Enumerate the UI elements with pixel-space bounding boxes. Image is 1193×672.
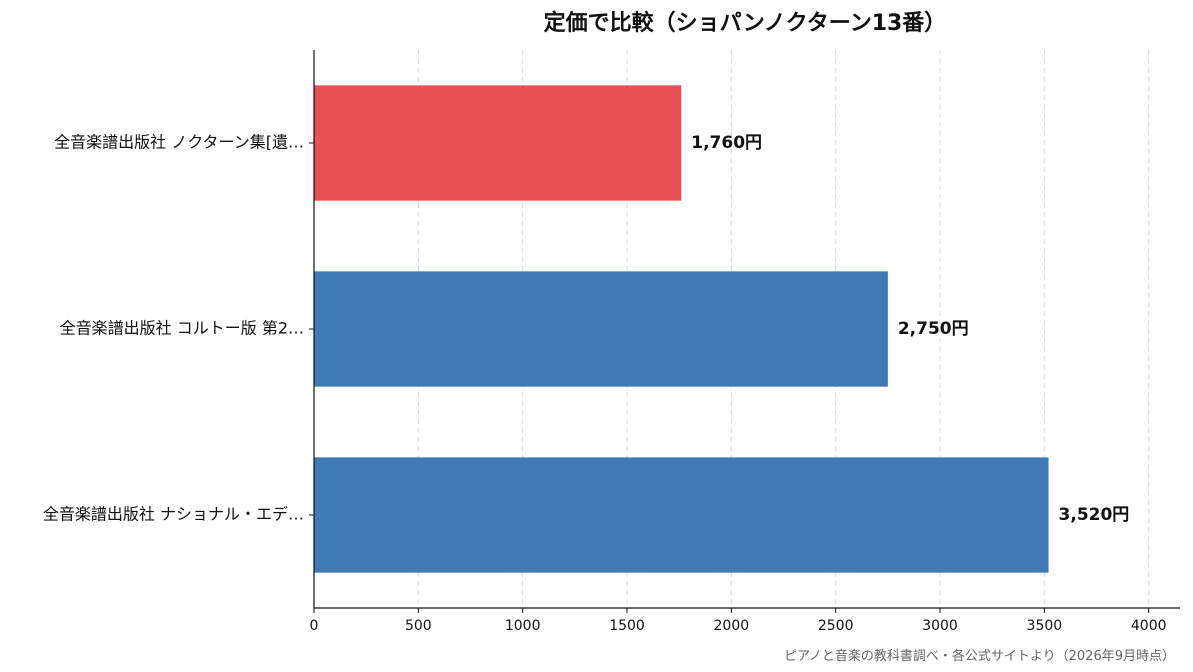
bar-2 [314, 457, 1049, 573]
source-note: ピアノと音楽の教科書調べ・各公式サイトより（2026年9月時点） [784, 648, 1175, 664]
bar-0 [314, 85, 682, 201]
bars [314, 85, 1049, 573]
x-tick-label-0: 0 [310, 618, 319, 634]
category-label-1: 全音楽譜出版社 コルトー版 第2… [60, 319, 304, 338]
category-label-0: 全音楽譜出版社 ノクターン集[遺… [54, 133, 304, 152]
x-tick-label-3500: 3500 [1027, 618, 1063, 634]
bar-1 [314, 271, 888, 387]
category-label-2: 全音楽譜出版社 ナショナル・エデ… [43, 505, 304, 524]
value-label-1: 2,750円 [898, 319, 969, 339]
x-tick-label-500: 500 [405, 618, 432, 634]
x-tick-label-2500: 2500 [818, 618, 854, 634]
axes [309, 50, 1180, 613]
x-tick-label-3000: 3000 [922, 618, 958, 634]
value-label-0: 1,760円 [691, 133, 762, 153]
x-tick-label-4000: 4000 [1131, 618, 1167, 634]
x-tick-label-1000: 1000 [505, 618, 541, 634]
value-label-2: 3,520円 [1059, 505, 1130, 525]
x-tick-label-2000: 2000 [714, 618, 750, 634]
chart-title: 定価で比較（ショパンノクターン13番） [544, 10, 947, 36]
x-tick-label-1500: 1500 [609, 618, 645, 634]
